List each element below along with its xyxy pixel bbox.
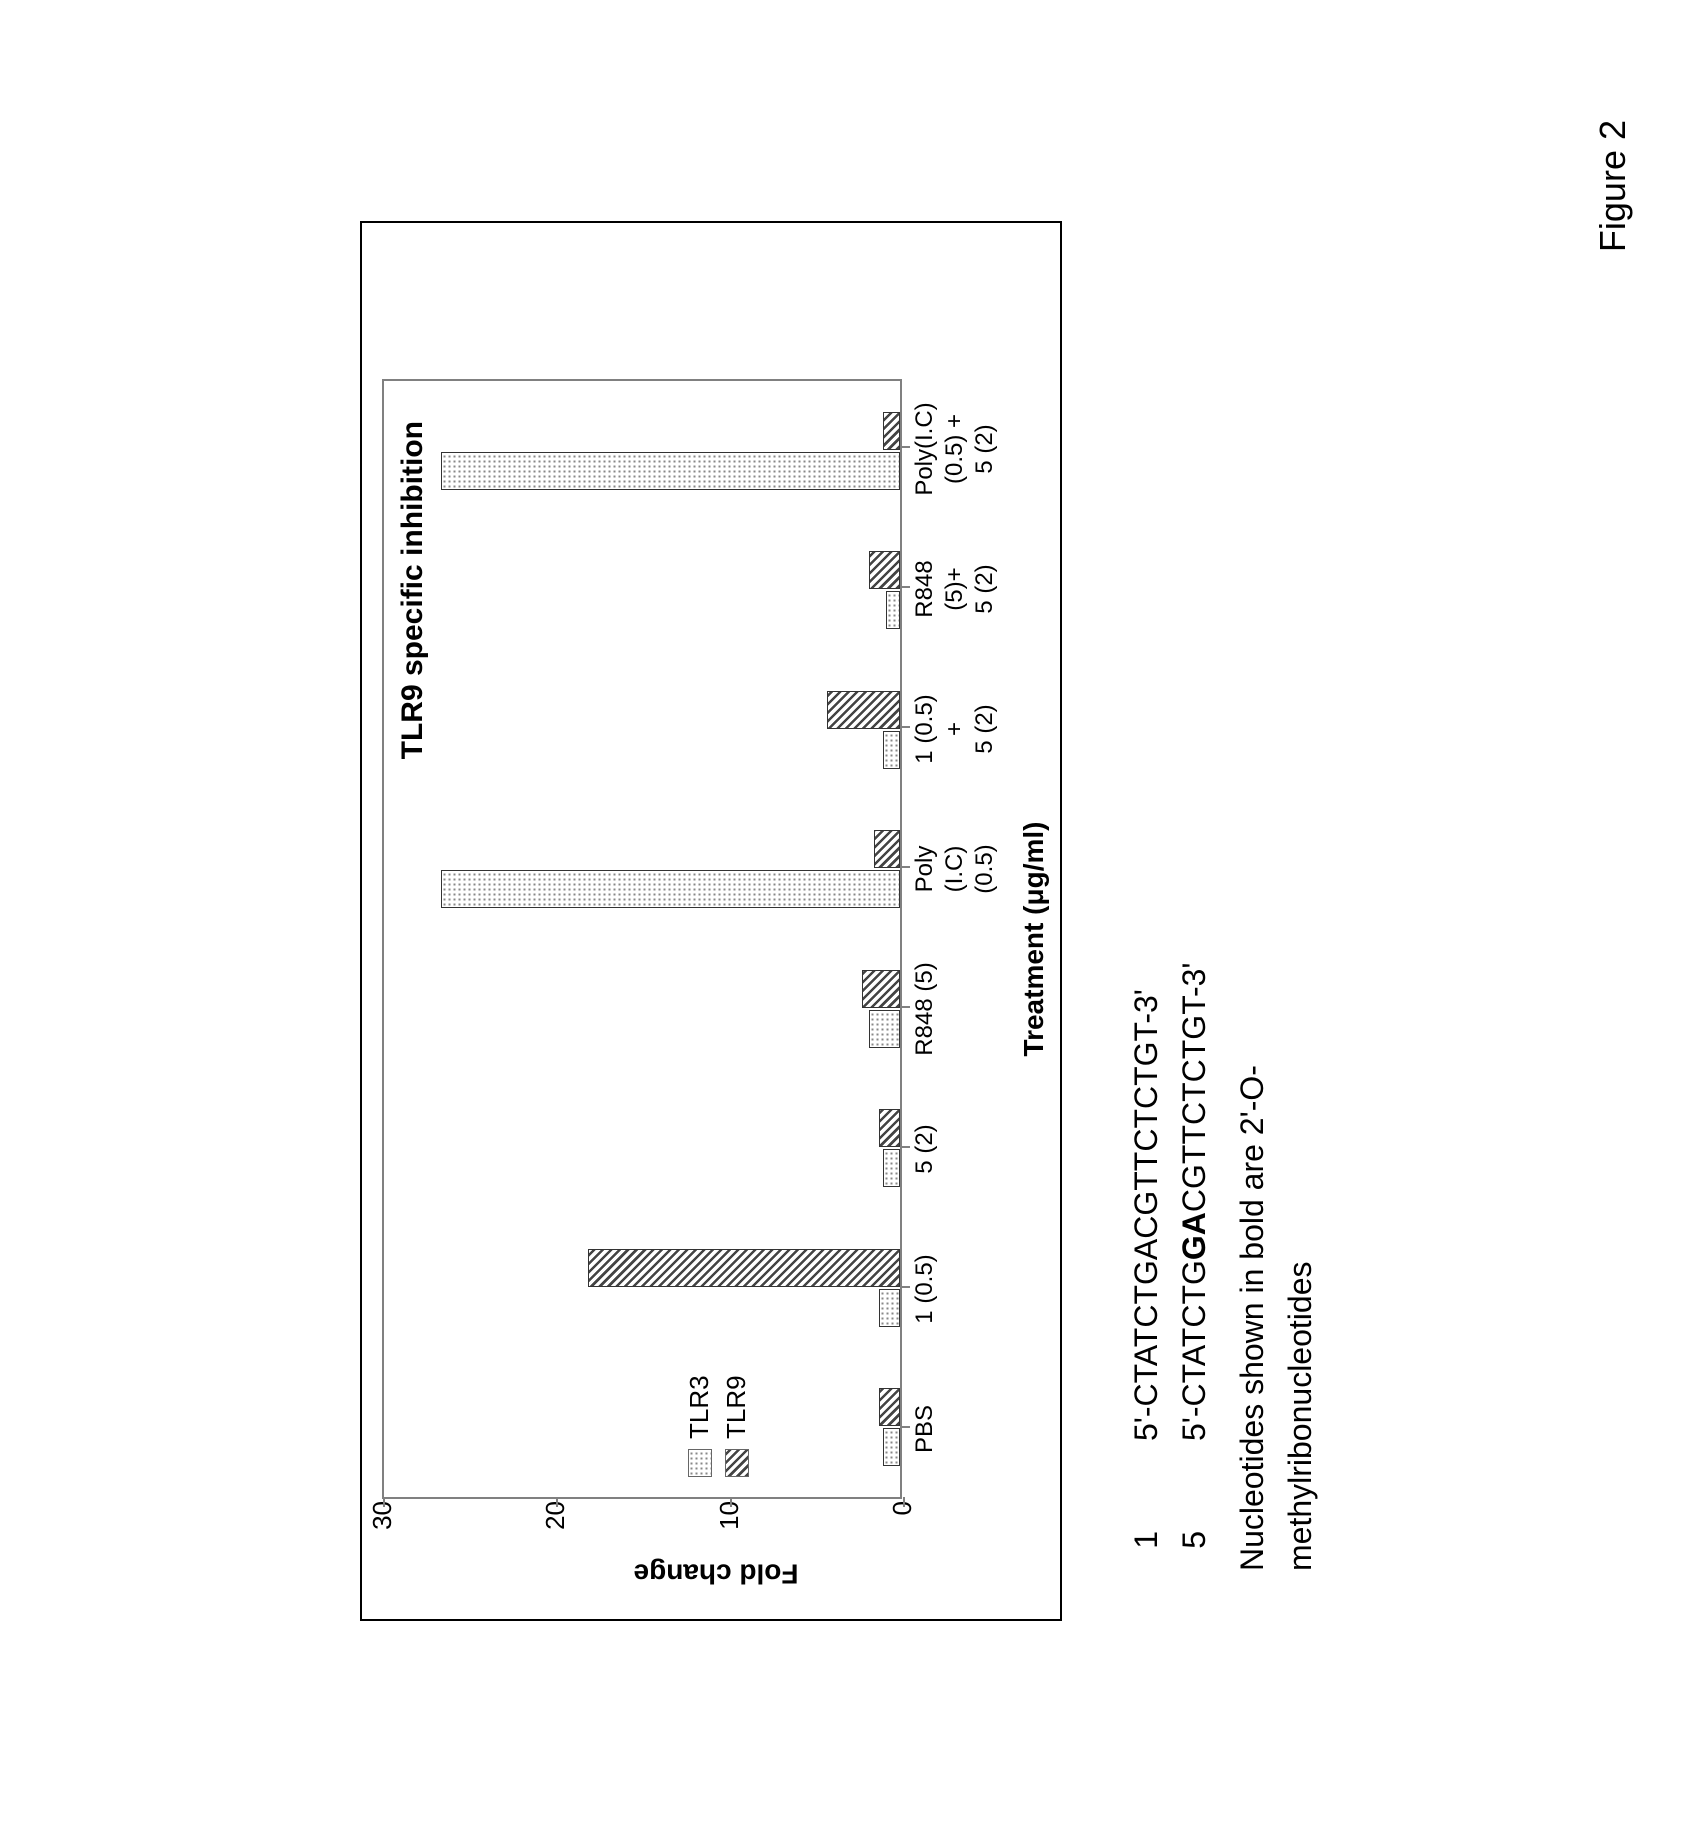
bar-tlr3 <box>883 1428 900 1466</box>
x-tick-mark <box>900 586 910 588</box>
sequence-note: Nucleotides shown in bold are 2'-O-methy… <box>1228 271 1324 1571</box>
x-tick-label: 1 (0.5) <box>910 1219 1000 1359</box>
sequence-text: 5'-CTATCTGGACGTTCTCTGT-3' <box>1170 962 1218 1441</box>
bar-tlr9 <box>588 1249 900 1287</box>
x-tick-label: R848(5)+5 (2) <box>910 519 1000 659</box>
bar-group <box>384 800 900 940</box>
x-tick-mark <box>900 1286 910 1288</box>
x-ticks: PBS1 (0.5)5 (2)R848 (5)Poly(I.C)(0.5)1 (… <box>910 379 1000 1499</box>
bar-tlr9 <box>869 551 900 589</box>
bar-tlr9 <box>874 830 900 868</box>
rotated-page: Fold change 3020100 TLR9 specific inhibi… <box>0 0 1684 1842</box>
figure-label: Figure 2 <box>1592 120 1634 252</box>
y-tick-mark <box>730 1497 732 1507</box>
sequence-id: 5 <box>1170 1531 1218 1571</box>
bars-container <box>384 381 900 1497</box>
bar-group <box>384 1358 900 1498</box>
y-ticks: 3020100 <box>382 1499 902 1549</box>
bar-group <box>384 660 900 800</box>
bar-group <box>384 1218 900 1358</box>
sequence-row: 1 5'-CTATCTGACGTTCTCTGT-3' <box>1122 271 1170 1571</box>
x-tick-mark <box>900 1426 910 1428</box>
bar-tlr3 <box>869 1010 900 1048</box>
plot-area: TLR9 specific inhibition TLR3TLR9 <box>382 379 902 1499</box>
x-axis-label: Treatment (μg/ml) <box>1018 379 1050 1499</box>
bar-tlr3 <box>441 452 900 490</box>
bar-group <box>384 939 900 1079</box>
x-tick-label: 5 (2) <box>910 1079 1000 1219</box>
chart-panel: Fold change 3020100 TLR9 specific inhibi… <box>382 243 1050 1599</box>
plot-column: TLR9 specific inhibition TLR3TLR9 PBS1 (… <box>382 379 1050 1499</box>
y-tick-mark <box>903 1497 905 1507</box>
bar-group <box>384 381 900 521</box>
bar-tlr9 <box>827 691 900 729</box>
bar-tlr9 <box>883 412 900 450</box>
y-axis-label-wrap: Fold change <box>382 1549 1050 1599</box>
bar-tlr3 <box>883 731 900 769</box>
x-tick-mark <box>900 1006 910 1008</box>
bar-tlr3 <box>441 870 900 908</box>
x-tick-label: Poly(I.C)(0.5) <box>910 799 1000 939</box>
figure-wrapper: Fold change 3020100 TLR9 specific inhibi… <box>360 221 1324 1621</box>
x-tick-mark <box>900 866 910 868</box>
bar-tlr9 <box>879 1388 900 1426</box>
bar-tlr3 <box>883 1149 900 1187</box>
y-axis-label: Fold change <box>634 1558 799 1590</box>
bar-tlr3 <box>879 1289 900 1327</box>
bar-group <box>384 1079 900 1219</box>
bar-tlr3 <box>886 591 900 629</box>
x-tick-mark <box>900 446 910 448</box>
bar-tlr9 <box>862 970 900 1008</box>
bar-tlr9 <box>879 1109 900 1147</box>
sequence-row: 5 5'-CTATCTGGACGTTCTCTGT-3' <box>1170 271 1218 1571</box>
sequence-annotations: 1 5'-CTATCTGACGTTCTCTGT-3' 5 5'-CTATCTGGACG… <box>1122 271 1324 1571</box>
sequence-id: 1 <box>1122 1531 1170 1571</box>
x-tick-label: R848 (5) <box>910 939 1000 1079</box>
y-tick-mark <box>556 1497 558 1507</box>
bar-group <box>384 521 900 661</box>
chart-outer-border: Fold change 3020100 TLR9 specific inhibi… <box>360 221 1062 1621</box>
x-tick-label: 1 (0.5)+5 (2) <box>910 659 1000 799</box>
sequence-text: 5'-CTATCTGACGTTCTCTGT-3' <box>1122 989 1170 1441</box>
y-tick-mark <box>383 1497 385 1507</box>
plot-with-yticks: 3020100 TLR9 specific inhibition TLR3TLR… <box>382 379 1050 1549</box>
x-tick-mark <box>900 1146 910 1148</box>
x-tick-label: PBS <box>910 1359 1000 1499</box>
x-tick-mark <box>900 726 910 728</box>
x-tick-label: Poly(I.C)(0.5) +5 (2) <box>910 379 1000 519</box>
